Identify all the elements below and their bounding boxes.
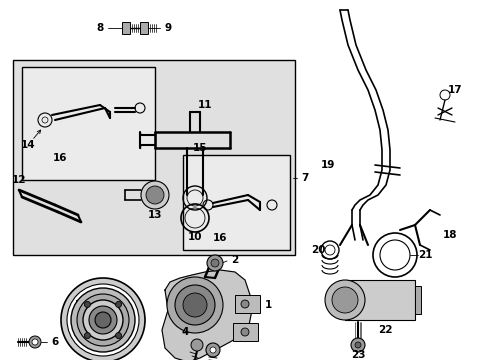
- Text: 7: 7: [301, 173, 308, 183]
- Circle shape: [206, 255, 223, 271]
- Circle shape: [167, 277, 223, 333]
- Text: 17: 17: [447, 85, 461, 95]
- Text: 11: 11: [197, 100, 212, 110]
- Circle shape: [183, 293, 206, 317]
- Circle shape: [146, 186, 163, 204]
- Text: 21: 21: [417, 250, 431, 260]
- Circle shape: [83, 300, 123, 340]
- Text: 9: 9: [164, 23, 171, 33]
- Text: 10: 10: [187, 232, 202, 242]
- Bar: [183, 155, 289, 250]
- Circle shape: [84, 301, 90, 307]
- Text: 23: 23: [350, 350, 365, 360]
- Bar: [232, 323, 258, 341]
- Circle shape: [29, 336, 41, 348]
- Circle shape: [350, 338, 364, 352]
- Bar: [140, 22, 148, 34]
- Circle shape: [191, 339, 203, 351]
- Text: 19: 19: [320, 160, 334, 170]
- Text: 16: 16: [53, 153, 67, 163]
- Circle shape: [325, 280, 364, 320]
- Polygon shape: [162, 270, 251, 360]
- Circle shape: [67, 284, 139, 356]
- Circle shape: [89, 306, 117, 334]
- Circle shape: [95, 312, 111, 328]
- Bar: [13, 60, 294, 255]
- Text: 5: 5: [74, 300, 81, 310]
- Text: 2: 2: [231, 255, 238, 265]
- Circle shape: [331, 287, 357, 313]
- Text: 8: 8: [96, 23, 103, 33]
- Text: 14: 14: [20, 140, 35, 150]
- Circle shape: [354, 342, 360, 348]
- Bar: [414, 286, 420, 314]
- Text: 18: 18: [442, 230, 456, 240]
- Text: 22: 22: [377, 325, 391, 335]
- Circle shape: [210, 259, 219, 267]
- Circle shape: [175, 285, 215, 325]
- Text: 1: 1: [264, 300, 271, 310]
- Bar: [235, 295, 260, 313]
- Circle shape: [115, 333, 122, 338]
- Circle shape: [32, 339, 38, 345]
- Circle shape: [241, 300, 248, 308]
- Circle shape: [84, 333, 90, 338]
- Circle shape: [205, 343, 220, 357]
- Text: 4: 4: [181, 327, 188, 337]
- Circle shape: [77, 294, 129, 346]
- Circle shape: [115, 301, 122, 307]
- Circle shape: [241, 328, 248, 336]
- Circle shape: [61, 278, 145, 360]
- Text: 12: 12: [12, 175, 26, 185]
- Circle shape: [209, 347, 216, 353]
- Text: 15: 15: [192, 143, 207, 153]
- Text: 16: 16: [212, 233, 227, 243]
- Bar: [122, 22, 130, 34]
- Bar: [345, 280, 414, 320]
- Text: 6: 6: [51, 337, 59, 347]
- Text: 13: 13: [147, 210, 162, 220]
- Circle shape: [141, 181, 169, 209]
- Bar: [22, 67, 155, 180]
- Circle shape: [71, 288, 135, 352]
- Text: 20: 20: [310, 245, 325, 255]
